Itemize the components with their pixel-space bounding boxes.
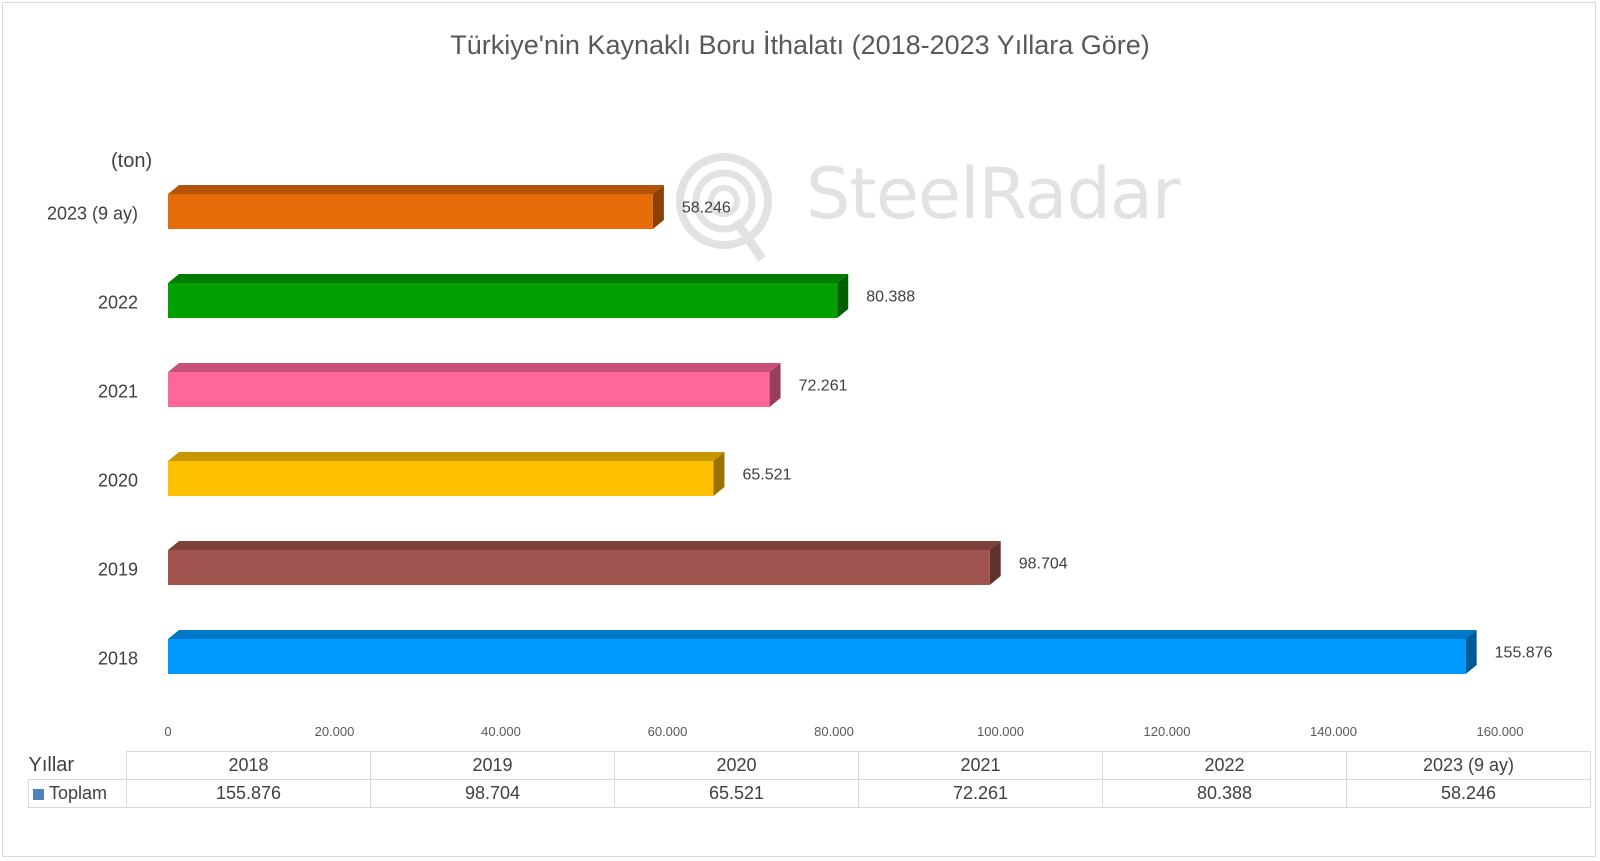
category-label: 2019 (98, 559, 138, 579)
bar-top-face (168, 541, 1001, 550)
data-table-header-row: Yıllar 2018 2019 2020 2021 2022 2023 (9 … (28, 751, 1591, 780)
category-label: 2020 (98, 470, 138, 490)
data-table-header-label: Yıllar (28, 751, 127, 780)
data-label: 72.261 (799, 378, 848, 395)
category-label: 2018 (98, 648, 138, 668)
bar (168, 372, 770, 407)
bar-side-face (769, 363, 781, 407)
data-table-column-header: 2019 (370, 751, 615, 780)
x-tick-label: 60.000 (648, 724, 688, 739)
x-tick-label: 120.000 (1144, 724, 1191, 739)
watermark-logo: SteelRadar (676, 141, 1181, 266)
data-table-value: 155.876 (126, 779, 371, 808)
bar-side-face (652, 185, 664, 229)
bar (168, 194, 653, 229)
data-label: 58.246 (682, 200, 731, 217)
radar-signal-icon (676, 153, 772, 262)
bar (168, 550, 990, 585)
bar (168, 283, 838, 318)
data-table-column-header: 2022 (1102, 751, 1347, 780)
bar (168, 639, 1466, 674)
chart-title: Türkiye'nin Kaynaklı Boru İthalatı (2018… (450, 30, 1150, 60)
data-table-value: 58.246 (1346, 779, 1591, 808)
x-tick-label: 20.000 (315, 724, 355, 739)
data-table-value: 80.388 (1102, 779, 1347, 808)
bar-side-face (989, 541, 1001, 585)
data-table: Yıllar 2018 2019 2020 2021 2022 2023 (9 … (28, 751, 1591, 808)
bar-side-face (713, 452, 725, 496)
watermark-text: SteelRadar (806, 153, 1181, 235)
data-table-column-header: 2023 (9 ay) (1346, 751, 1591, 780)
data-label: 98.704 (1019, 556, 1068, 573)
x-tick-label: 40.000 (481, 724, 521, 739)
x-tick-label: 0 (164, 724, 171, 739)
data-table-series-label: Toplam (49, 783, 108, 803)
data-label: 65.521 (742, 467, 791, 484)
data-table-row: Toplam 155.876 98.704 65.521 72.261 80.3… (28, 779, 1591, 808)
data-table-column-header: 2020 (614, 751, 859, 780)
data-table-value: 98.704 (370, 779, 615, 808)
bar-side-face (1465, 630, 1477, 674)
bar-top-face (168, 630, 1477, 639)
data-table-value: 72.261 (858, 779, 1103, 808)
x-tick-label: 140.000 (1310, 724, 1357, 739)
legend-key (33, 788, 44, 800)
data-label: 80.388 (866, 289, 915, 306)
x-tick-label: 160.000 (1477, 724, 1524, 739)
category-label: 2023 (9 ay) (47, 203, 138, 223)
data-table-series-cell: Toplam (28, 779, 127, 808)
data-table-column-header: 2021 (858, 751, 1103, 780)
bar (168, 461, 714, 496)
data-table-value: 65.521 (614, 779, 859, 808)
category-label: 2021 (98, 381, 138, 401)
data-label: 155.876 (1495, 645, 1553, 662)
bar-chart: 155.876 2018 98.704 2019 65.521 2020 72.261 202… (47, 185, 1553, 739)
bar-side-face (837, 274, 849, 318)
bar-top-face (168, 274, 849, 283)
data-table-column-header: 2018 (126, 751, 371, 780)
bar-top-face (168, 452, 725, 461)
x-tick-label: 100.000 (977, 724, 1024, 739)
x-tick-label: 80.000 (814, 724, 854, 739)
bar-top-face (168, 185, 664, 194)
bar-top-face (168, 363, 781, 372)
category-label: 2022 (98, 292, 138, 312)
unit-label: (ton) (111, 150, 153, 172)
